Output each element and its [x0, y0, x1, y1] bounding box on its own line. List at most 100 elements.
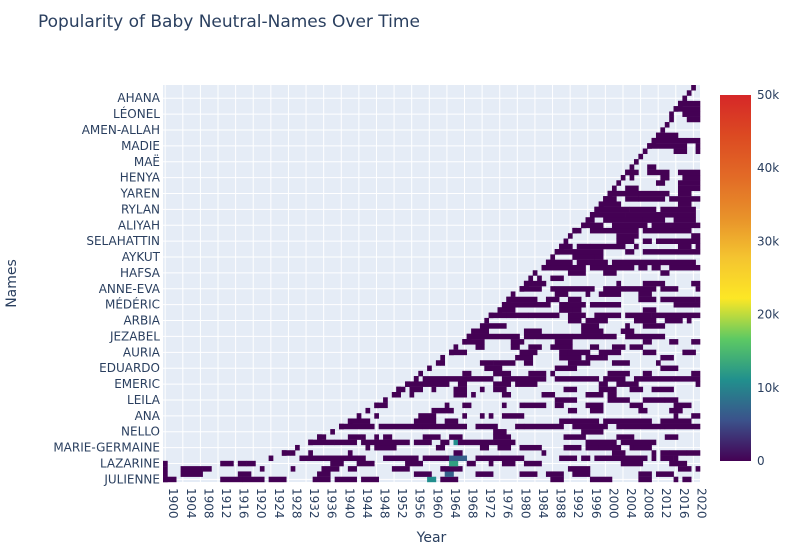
heatmap-cell: [598, 386, 617, 393]
heatmap-cell: [594, 312, 622, 319]
heatmap-cell: [475, 344, 485, 350]
x-tick-label: 1960: [430, 488, 444, 519]
heatmap-cell: [686, 116, 701, 123]
heatmap-cell: [660, 418, 692, 424]
y-tick-label: NELLO: [121, 425, 160, 439]
chart-title: Popularity of Baby Neutral-Names Over Ti…: [38, 12, 420, 32]
heatmap-cell: [347, 466, 357, 472]
heatmap-cell: [589, 476, 613, 483]
heatmap-cell: [695, 296, 701, 303]
heatmap-cell: [642, 280, 666, 287]
x-tick-label: 1996: [589, 488, 603, 519]
heatmap-cell: [202, 466, 212, 472]
heatmap-cell: [383, 455, 419, 462]
heatmap-cell: [528, 280, 547, 287]
heatmap-cell: [572, 307, 582, 313]
heatmap-cell: [532, 270, 538, 276]
heatmap-cell: [523, 280, 529, 287]
heatmap-cell: [589, 227, 639, 234]
heatmap-cell: [581, 455, 591, 462]
y-tick-label: LAZARINE: [100, 456, 160, 470]
heatmap-cell: [295, 444, 300, 451]
heatmap-cell: [479, 413, 485, 419]
heatmap-cell: [673, 376, 701, 382]
heatmap-cell: [616, 280, 622, 287]
y-axis-title: Names: [4, 259, 20, 308]
heatmap-cell: [545, 259, 573, 266]
heatmap-cell: [625, 333, 666, 340]
heatmap-cell: [462, 370, 472, 377]
heatmap-cell: [651, 264, 661, 271]
heatmap-cell: [418, 370, 423, 377]
heatmap-cell: [457, 381, 468, 387]
heatmap-cell: [664, 397, 679, 403]
heatmap-cell: [673, 413, 679, 419]
y-tick-label: AYKUT: [122, 250, 161, 264]
heatmap-cell: [611, 439, 617, 446]
heatmap-cell: [537, 275, 542, 282]
heatmap-cell: [625, 286, 657, 292]
heatmap-cell: [462, 413, 468, 419]
heatmap-cell: [682, 174, 701, 181]
heatmap-cell: [660, 174, 670, 181]
heatmap-cell: [444, 418, 459, 424]
heatmap-cell: [501, 392, 512, 398]
heatmap-cell: [669, 264, 701, 271]
heatmap-cell: [589, 344, 600, 350]
heatmap-cell: [554, 339, 573, 345]
heatmap-cell: [686, 450, 701, 456]
heatmap-cells: [163, 85, 701, 483]
heatmap-cell: [563, 434, 569, 440]
heatmap-cell: [585, 392, 604, 398]
heatmap-cell: [435, 360, 441, 366]
heatmap-cell: [677, 466, 692, 472]
heatmap-cell: [673, 148, 688, 155]
heatmap-cell: [431, 381, 450, 387]
heatmap-cell: [651, 137, 688, 144]
heatmap-cell: [506, 296, 538, 303]
x-tick-label: 1988: [554, 488, 568, 519]
heatmap-cell: [642, 339, 652, 345]
heatmap-cell: [647, 164, 657, 170]
heatmap-cell: [365, 407, 371, 414]
heatmap-cell: [449, 460, 459, 467]
heatmap-cell: [603, 376, 626, 382]
heatmap-cell: [281, 450, 291, 456]
heatmap-cell: [523, 402, 547, 409]
y-tick-label: HENYA: [120, 171, 161, 185]
heatmap-cell: [598, 444, 622, 451]
heatmap-cell: [501, 413, 525, 419]
heatmap-cell: [440, 360, 446, 366]
heatmap-cell: [163, 460, 168, 467]
heatmap-cell: [603, 286, 626, 292]
heatmap-cell: [541, 264, 573, 271]
x-tick-label: 1984: [536, 488, 550, 519]
heatmap-cell: [673, 217, 696, 223]
heatmap-cell: [510, 339, 525, 345]
heatmap-cell: [585, 354, 604, 361]
heatmap-cell: [497, 434, 512, 440]
heatmap-cell: [598, 206, 630, 213]
heatmap-cell: [691, 370, 701, 377]
heatmap-cell: [686, 317, 692, 324]
heatmap-cell: [163, 471, 168, 477]
heatmap-cell: [356, 460, 375, 467]
heatmap-cell: [519, 286, 542, 292]
heatmap-cell: [611, 344, 626, 350]
heatmap-cell: [633, 243, 639, 250]
x-tick-label: 1920: [254, 488, 268, 519]
heatmap-cell: [567, 360, 591, 366]
y-tick-label: HAFSA: [120, 266, 161, 280]
heatmap-cell: [607, 392, 617, 398]
heatmap-cell: [431, 386, 437, 393]
heatmap-cell: [625, 328, 635, 334]
heatmap-cell: [515, 354, 534, 361]
heatmap-cell: [550, 286, 556, 292]
heatmap-cell: [594, 206, 600, 213]
heatmap-cell: [603, 217, 644, 223]
heatmap-cell: [677, 190, 692, 197]
heatmap-cell: [664, 122, 670, 128]
heatmap-cell: [374, 413, 379, 419]
heatmap-cell: [655, 238, 661, 244]
heatmap-cell: [550, 344, 573, 350]
